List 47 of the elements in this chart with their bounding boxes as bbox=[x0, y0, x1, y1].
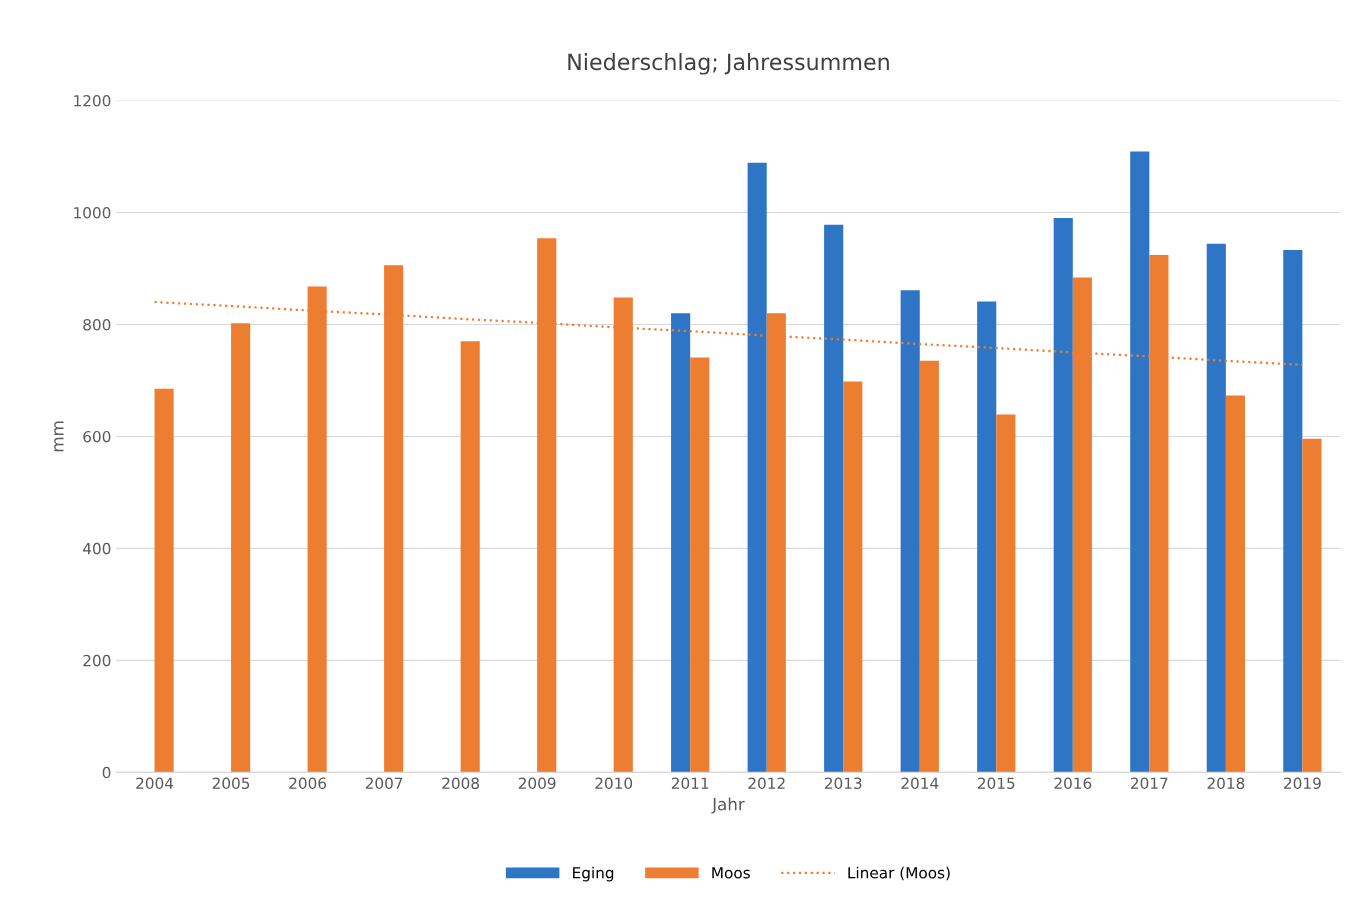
bar bbox=[1302, 438, 1322, 773]
y-tick-label: 600 bbox=[83, 430, 111, 443]
bar bbox=[671, 313, 691, 773]
bar bbox=[900, 290, 920, 773]
bar bbox=[690, 357, 710, 773]
x-tick-label: 2010 bbox=[595, 777, 633, 790]
chart-title: Niederschlag; Jahressummen bbox=[568, 53, 889, 75]
x-tick-label: 2018 bbox=[1207, 777, 1245, 790]
x-tick-label: 2013 bbox=[824, 777, 862, 790]
x-tick-label: 2019 bbox=[1284, 777, 1321, 790]
bar bbox=[231, 323, 251, 773]
x-tick-label: 2016 bbox=[1054, 777, 1092, 790]
x-tick-label: 2006 bbox=[289, 777, 327, 790]
y-tick-label: 1200 bbox=[74, 95, 111, 107]
x-tick-label: 2008 bbox=[442, 777, 480, 790]
x-tick-label: 2012 bbox=[748, 777, 785, 790]
bar bbox=[919, 360, 939, 773]
x-tick-label: 2007 bbox=[365, 777, 403, 790]
x-tick-label: 2011 bbox=[671, 777, 709, 790]
legend-label: Moos bbox=[712, 867, 750, 879]
bar bbox=[1053, 218, 1073, 773]
bar bbox=[154, 388, 174, 773]
bar bbox=[747, 162, 767, 773]
y-tick-label: 1000 bbox=[74, 206, 111, 219]
y-tick-label: 200 bbox=[83, 654, 111, 667]
x-tick-label: 2014 bbox=[901, 777, 939, 790]
bar bbox=[996, 414, 1016, 773]
bar bbox=[843, 381, 863, 773]
bar bbox=[977, 301, 997, 773]
bar bbox=[824, 224, 844, 773]
y-tick-label: 0 bbox=[102, 766, 111, 779]
x-tick-label: 2015 bbox=[977, 777, 1015, 790]
x-tick-label: 2005 bbox=[212, 777, 250, 790]
bar bbox=[1225, 395, 1245, 773]
x-axis-title: Jahr bbox=[711, 797, 745, 814]
legend-label: Eging bbox=[573, 866, 614, 882]
bar bbox=[1206, 243, 1226, 773]
bar bbox=[1283, 250, 1303, 773]
x-tick-label: 2009 bbox=[518, 777, 556, 790]
x-tick-label: 2017 bbox=[1131, 777, 1168, 790]
y-tick-label: 400 bbox=[83, 542, 111, 555]
y-axis-title: mm bbox=[54, 421, 64, 452]
legend-label: Linear (Moos) bbox=[848, 866, 950, 881]
bar bbox=[460, 341, 480, 773]
y-tick-label: 800 bbox=[83, 318, 111, 331]
x-tick-label: 2004 bbox=[136, 777, 174, 790]
bar bbox=[1130, 151, 1150, 773]
